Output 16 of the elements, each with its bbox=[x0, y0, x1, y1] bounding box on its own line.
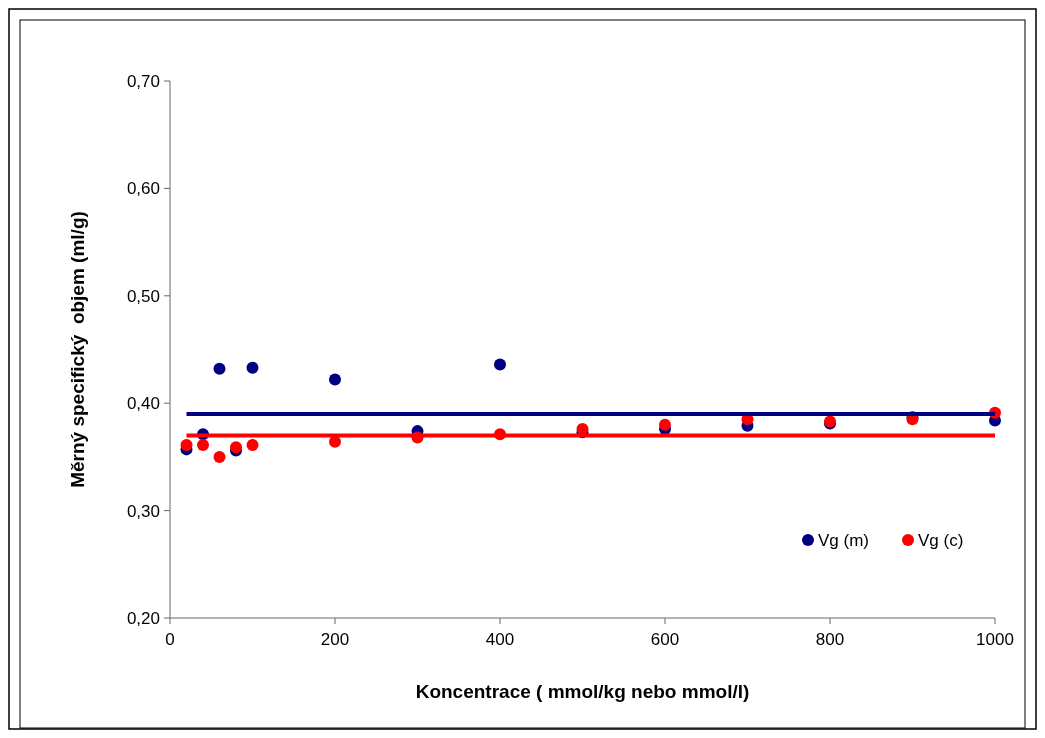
y-tick-label: 0,30 bbox=[126, 501, 160, 521]
y-tick-label: 0,70 bbox=[126, 71, 160, 91]
legend-label: Vg (c) bbox=[918, 530, 964, 550]
x-tick-label: 800 bbox=[815, 630, 845, 649]
y-tick-label: 0,20 bbox=[126, 608, 160, 628]
x-tick-label: 0 bbox=[165, 630, 175, 649]
x-tick-label: 600 bbox=[650, 630, 680, 649]
legend-label: Vg (m) bbox=[818, 530, 869, 550]
x-tick-label: 200 bbox=[320, 630, 350, 649]
x-axis-title: Koncentrace ( mmol/kg nebo mmol/l) bbox=[415, 681, 750, 702]
x-tick-label: 1000 bbox=[976, 630, 1014, 649]
y-tick-label: 0,50 bbox=[126, 286, 160, 306]
y-tick-label: 0,40 bbox=[126, 394, 160, 414]
y-tick-label: 0,60 bbox=[126, 179, 160, 199]
y-axis-title: Měrný specifický objem (ml/g) bbox=[67, 211, 88, 488]
x-tick-label: 400 bbox=[485, 630, 515, 649]
